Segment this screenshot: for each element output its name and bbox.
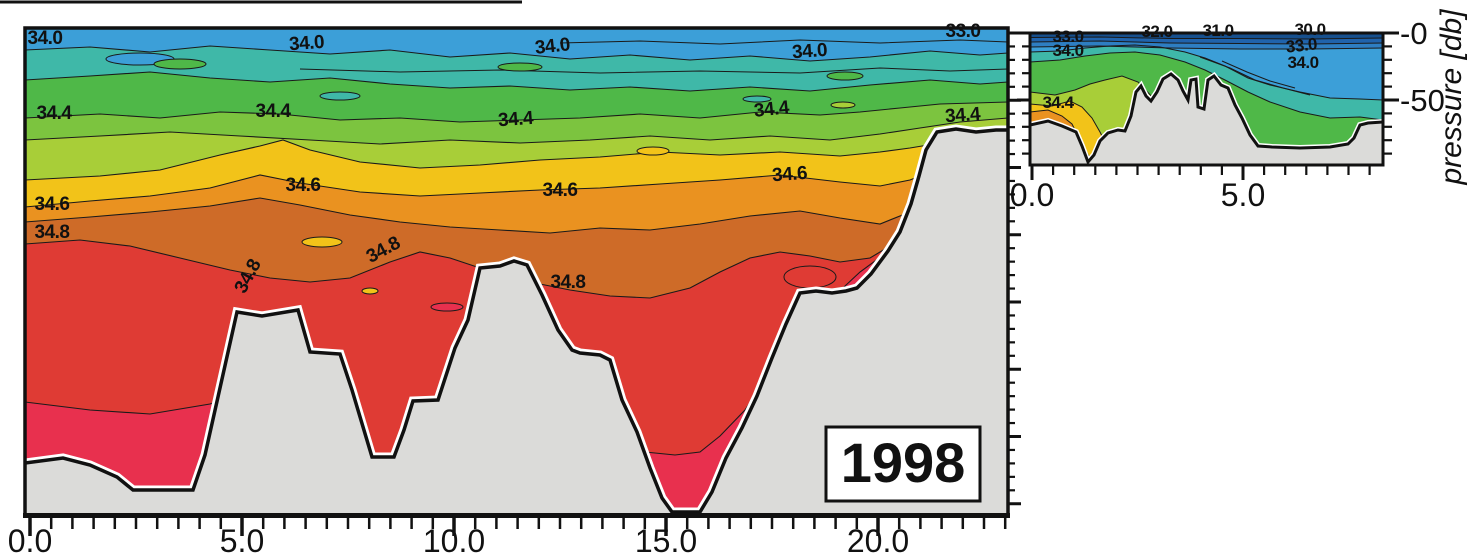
inset-contour-lines [1030, 36, 1383, 165]
seafloor-inset [1030, 70, 1383, 165]
contour-label: 34.0 [1287, 53, 1318, 72]
contour-label: 34.6 [35, 194, 70, 215]
x-tick-label: 15.0 [635, 523, 697, 559]
seafloor-outline [25, 127, 1008, 514]
contour-label: 34.0 [791, 40, 827, 63]
contour-label: 34.6 [286, 175, 321, 196]
y-tick-label: -0 [1400, 16, 1428, 51]
inset-left-axis-ticks [1017, 31, 1029, 155]
contour-label: 34.6 [771, 163, 807, 186]
contour-label: 34.0 [1052, 41, 1083, 60]
band-blue [25, 28, 1008, 61]
inset-band-blue [1030, 33, 1383, 100]
main-panel-bands [25, 28, 1008, 515]
contour-label: 34.4 [256, 101, 292, 122]
year-label: 1998 [841, 431, 966, 494]
x-tick-label: 10.0 [423, 523, 485, 559]
x-tick-label: 5.0 [1221, 177, 1265, 213]
contour-label: 34.0 [288, 32, 324, 55]
inset-right-axis-ticks [1384, 31, 1399, 155]
seafloor-inset-fill [1030, 74, 1383, 165]
x-tick-label: 0.0 [1010, 177, 1054, 213]
main-detail-lenses [105, 52, 864, 312]
inset-x-axis-ticks [1030, 166, 1371, 180]
contour-label: 34.4 [497, 108, 534, 131]
x-tick-label: 20.0 [847, 523, 909, 559]
contour-label: 34.4 [944, 104, 981, 127]
main-contour-labels: 34.0 34.0 34.0 34.0 33.0 34.4 34.4 34.4 … [28, 21, 982, 297]
main-right-axis-ticks [1007, 31, 1021, 506]
contour-label: 34.0 [28, 28, 63, 49]
contour-label: 34.4 [37, 103, 73, 124]
seafloor-main [25, 124, 1008, 515]
main-x-axis-labels: 0.0 5.0 10.0 15.0 20.0 [8, 523, 909, 559]
inset-y-axis-labels: -0 -50 [1400, 16, 1445, 118]
contour-label: 34.4 [753, 97, 791, 122]
seafloor-inset-outline [1030, 72, 1383, 165]
main-x-axis-ticks [28, 516, 1007, 536]
contour-label: 34.8 [551, 272, 586, 293]
contour-label: 34.4 [1042, 93, 1074, 112]
inset-x-axis-labels: 0.0 5.0 [1010, 177, 1265, 213]
seafloor-fill [25, 129, 1008, 515]
contour-label: 33.0 [1285, 34, 1318, 56]
inset-panel-border [1028, 31, 1385, 167]
y-tick-label: -50 [1400, 83, 1445, 118]
contour-label: 34.6 [543, 180, 578, 201]
inset-panel-bands [1030, 33, 1383, 165]
pressure-axis-label: pressure [db] [1435, 9, 1468, 186]
x-tick-label: 0.0 [8, 523, 52, 559]
contour-label: 34.8 [35, 222, 70, 243]
contour-label: 31.0 [1202, 21, 1233, 40]
year-label-box: 1998 [824, 425, 982, 503]
contour-label: 34.0 [534, 34, 571, 59]
contour-label: 33.0 [946, 21, 981, 42]
x-tick-label: 5.0 [220, 523, 264, 559]
main-contour-lines [25, 39, 1008, 471]
